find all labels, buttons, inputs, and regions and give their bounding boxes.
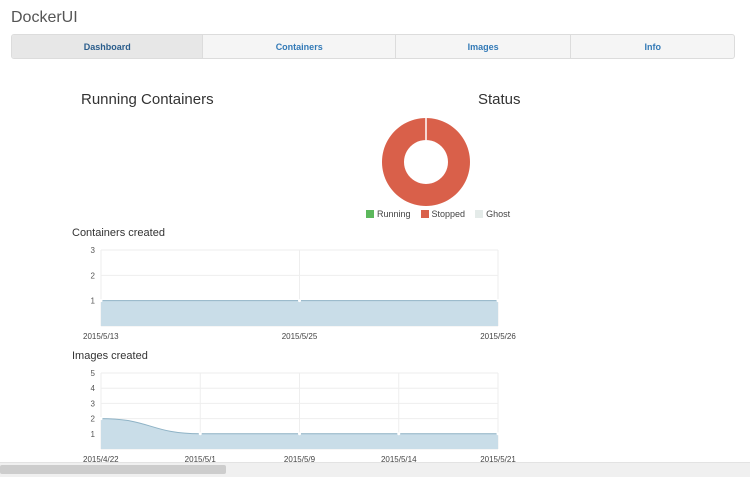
containers-xtick-label: 2015/5/26 [480,332,516,341]
images-ytick-label: 1 [91,430,96,439]
running-swatch [366,210,374,218]
legend-ghost: Ghost [475,209,510,219]
donut-slice-stopped [381,118,470,206]
ghost-swatch [475,210,484,218]
images-created-title: Images created [72,350,148,362]
legend-running-label: Running [377,209,411,219]
horizontal-scrollbar[interactable] [0,462,750,477]
containers-ytick-label: 2 [91,271,96,280]
containers-ytick-label: 1 [91,297,96,306]
containers-created-chart: 1 2 3 2015/5/13 2015/5/25 2015/5/26 [83,246,516,341]
containers-point [99,299,103,303]
images-ytick-label: 5 [91,369,96,378]
images-ytick-label: 4 [91,384,96,393]
images-ytick-label: 3 [91,399,96,408]
containers-area [101,300,498,326]
legend-ghost-label: Ghost [486,209,511,219]
containers-xtick-label: 2015/5/25 [282,332,318,341]
tab-images[interactable]: Images [396,35,572,58]
tab-info[interactable]: Info [644,41,661,52]
scrollbar-thumb[interactable] [0,465,226,474]
main-nav: Dashboard Containers Images Info [11,34,735,59]
legend-stopped: Stopped [420,209,466,219]
status-legend: Running Stopped Ghost [366,209,510,219]
legend-stopped-label: Stopped [431,209,466,219]
images-point [298,432,301,436]
status-heading: Status [478,91,521,108]
tab-dashboard[interactable]: Dashboard [12,35,204,58]
images-point [198,432,202,436]
status-donut-chart [381,118,470,206]
images-point [496,432,500,436]
images-xtick-label: 2015/4/22 [83,455,119,464]
images-xtick-label: 2015/5/14 [381,455,417,464]
images-ytick-label: 2 [91,415,96,424]
images-xtick-label: 2015/5/21 [480,455,516,464]
containers-point [298,299,301,303]
tab-containers[interactable]: Containers [203,35,396,58]
legend-running: Running [366,209,411,219]
images-xtick-label: 2015/5/9 [284,455,316,464]
images-created-chart: 1 2 3 4 5 2015/4/22 2015/5/1 2015/5/9 2015/5/14 2… [83,369,516,464]
containers-ytick-label: 3 [91,246,96,255]
containers-xtick-label: 2015/5/13 [83,332,119,341]
containers-created-title: Containers created [72,227,165,239]
running-containers-heading: Running Containers [81,91,214,108]
stopped-swatch [420,210,429,218]
app-title[interactable]: DockerUI [11,9,78,26]
images-point [99,417,103,421]
containers-point [496,299,500,303]
images-point [397,432,401,436]
images-xtick-label: 2015/5/1 [185,455,217,464]
